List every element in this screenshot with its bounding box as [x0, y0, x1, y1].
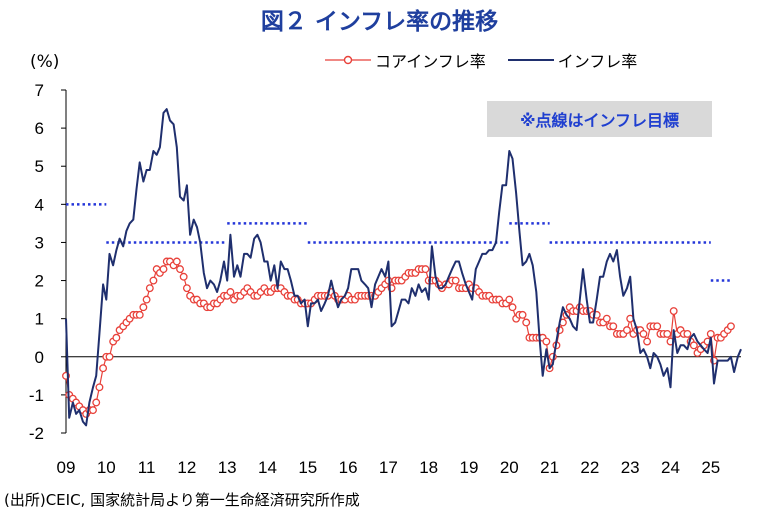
core-inflation-point — [145, 284, 154, 293]
x-tick-label: 14 — [258, 458, 277, 477]
cpi-inflation-line — [65, 108, 742, 427]
y-tick-label: 3 — [35, 233, 44, 252]
core-inflation-point — [683, 329, 692, 338]
core-inflation-point — [139, 303, 148, 312]
core-inflation-point — [518, 310, 527, 319]
core-inflation-point — [226, 288, 235, 296]
y-tick-label: 5 — [35, 157, 44, 176]
core-inflation-point — [92, 398, 101, 407]
x-tick-label: 09 — [57, 458, 76, 477]
y-tick-label: 4 — [35, 195, 44, 214]
x-tick-label: 23 — [621, 458, 640, 477]
y-tick-label: 6 — [35, 119, 44, 138]
x-tick-label: 24 — [661, 458, 680, 477]
legend-cpi-label: インフレ率 — [557, 52, 638, 71]
y-tick-label: -2 — [29, 424, 44, 443]
x-tick-label: 11 — [138, 458, 156, 477]
core-inflation-point — [99, 364, 108, 373]
core-inflation-point — [112, 333, 121, 342]
core-inflation-point — [689, 341, 698, 350]
core-inflation-point — [542, 337, 551, 346]
core-inflation-point — [639, 329, 648, 338]
y-tick-label: 1 — [35, 310, 44, 329]
legend-item-core: コアインフレ率 — [325, 48, 486, 72]
core-inflation-point — [508, 303, 517, 312]
core-inflation-point — [89, 406, 97, 415]
x-tick-label: 13 — [218, 458, 237, 477]
core-inflation-point — [179, 272, 188, 281]
legend-item-cpi: インフレ率 — [507, 48, 638, 72]
core-inflation-point — [522, 318, 531, 327]
y-tick-label: 2 — [35, 272, 44, 291]
x-tick-label: 15 — [298, 458, 317, 477]
x-tick-label: 25 — [701, 458, 720, 477]
x-tick-label: 19 — [460, 458, 479, 477]
y-axis-unit: (%) — [30, 52, 60, 72]
core-inflation-point — [623, 326, 631, 335]
x-tick-label: 21 — [540, 458, 559, 477]
core-inflation-point — [421, 265, 430, 274]
core-inflation-point — [105, 352, 114, 361]
core-inflation-point — [643, 337, 652, 346]
x-tick-label: 12 — [177, 458, 196, 477]
x-tick-label: 10 — [97, 458, 116, 477]
y-tick-label: -1 — [29, 386, 44, 405]
target-note: ※点線はインフレ目標 — [487, 101, 712, 137]
x-tick-label: 20 — [500, 458, 519, 477]
source-note: (出所)CEIC, 国家統計局より第一生命経済研究所作成 — [4, 491, 360, 509]
core-inflation-point — [182, 284, 191, 293]
core-inflation-point — [726, 322, 735, 331]
core-inflation-point — [706, 329, 715, 338]
core-inflation-point — [653, 322, 662, 331]
core-inflation-point — [669, 307, 678, 315]
core-inflation-point — [451, 276, 460, 285]
x-tick-label: 16 — [339, 458, 358, 477]
core-inflation-point — [609, 322, 618, 331]
x-tick-label: 17 — [379, 458, 398, 477]
y-tick-label: 7 — [35, 81, 44, 100]
core-inflation-point — [176, 265, 184, 274]
core-inflation-point — [663, 329, 672, 338]
core-inflation-point — [602, 314, 611, 323]
core-inflation-point — [159, 265, 168, 274]
core-inflation-point — [172, 257, 181, 266]
core-inflation-point — [135, 310, 144, 319]
legend-cpi-line-icon — [507, 59, 554, 61]
y-tick-label: 0 — [35, 348, 44, 367]
x-tick-label: 18 — [419, 458, 438, 477]
chart-title: 図２ インフレ率の推移 — [260, 9, 499, 35]
core-inflation-point — [505, 295, 514, 304]
core-inflation-point — [149, 276, 158, 285]
core-inflation-point — [95, 383, 104, 392]
x-tick-label: 22 — [580, 458, 599, 477]
legend: コアインフレ率 インフレ率 — [325, 48, 659, 72]
legend-core-line-icon — [325, 55, 371, 65]
core-inflation-point — [142, 295, 151, 304]
legend-core-label: コアインフレ率 — [375, 52, 486, 71]
